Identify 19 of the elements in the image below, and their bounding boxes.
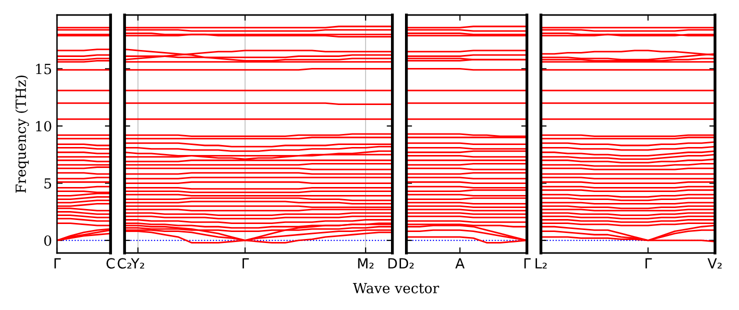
y-tick-label: 10 bbox=[36, 120, 52, 132]
x-tick-label: Γ bbox=[646, 258, 652, 268]
x-tick-label: D₂ bbox=[400, 258, 414, 268]
x-axis-title: Wave vector bbox=[352, 283, 440, 294]
y-tick-label: 0 bbox=[44, 235, 52, 246]
x-tick-label: Γ bbox=[524, 258, 531, 268]
x-tick-label: M₂ bbox=[358, 258, 374, 268]
x-tick-label: D bbox=[388, 258, 397, 268]
x-tick-label: Y₂ bbox=[130, 258, 144, 268]
y-axis-title: Frequency (THz) bbox=[15, 76, 29, 193]
x-tick-label: C₂ bbox=[118, 258, 132, 269]
x-tick-label: V₂ bbox=[708, 258, 722, 268]
x-tick-label: A bbox=[455, 258, 465, 268]
y-tick-label: 5 bbox=[44, 178, 52, 189]
x-tick-label: L₂ bbox=[536, 258, 547, 268]
x-tick-label: Γ bbox=[54, 258, 61, 268]
x-tick-label: Γ bbox=[242, 258, 249, 268]
y-tick-label: 15 bbox=[36, 64, 52, 74]
x-tick-label: C bbox=[106, 258, 115, 269]
